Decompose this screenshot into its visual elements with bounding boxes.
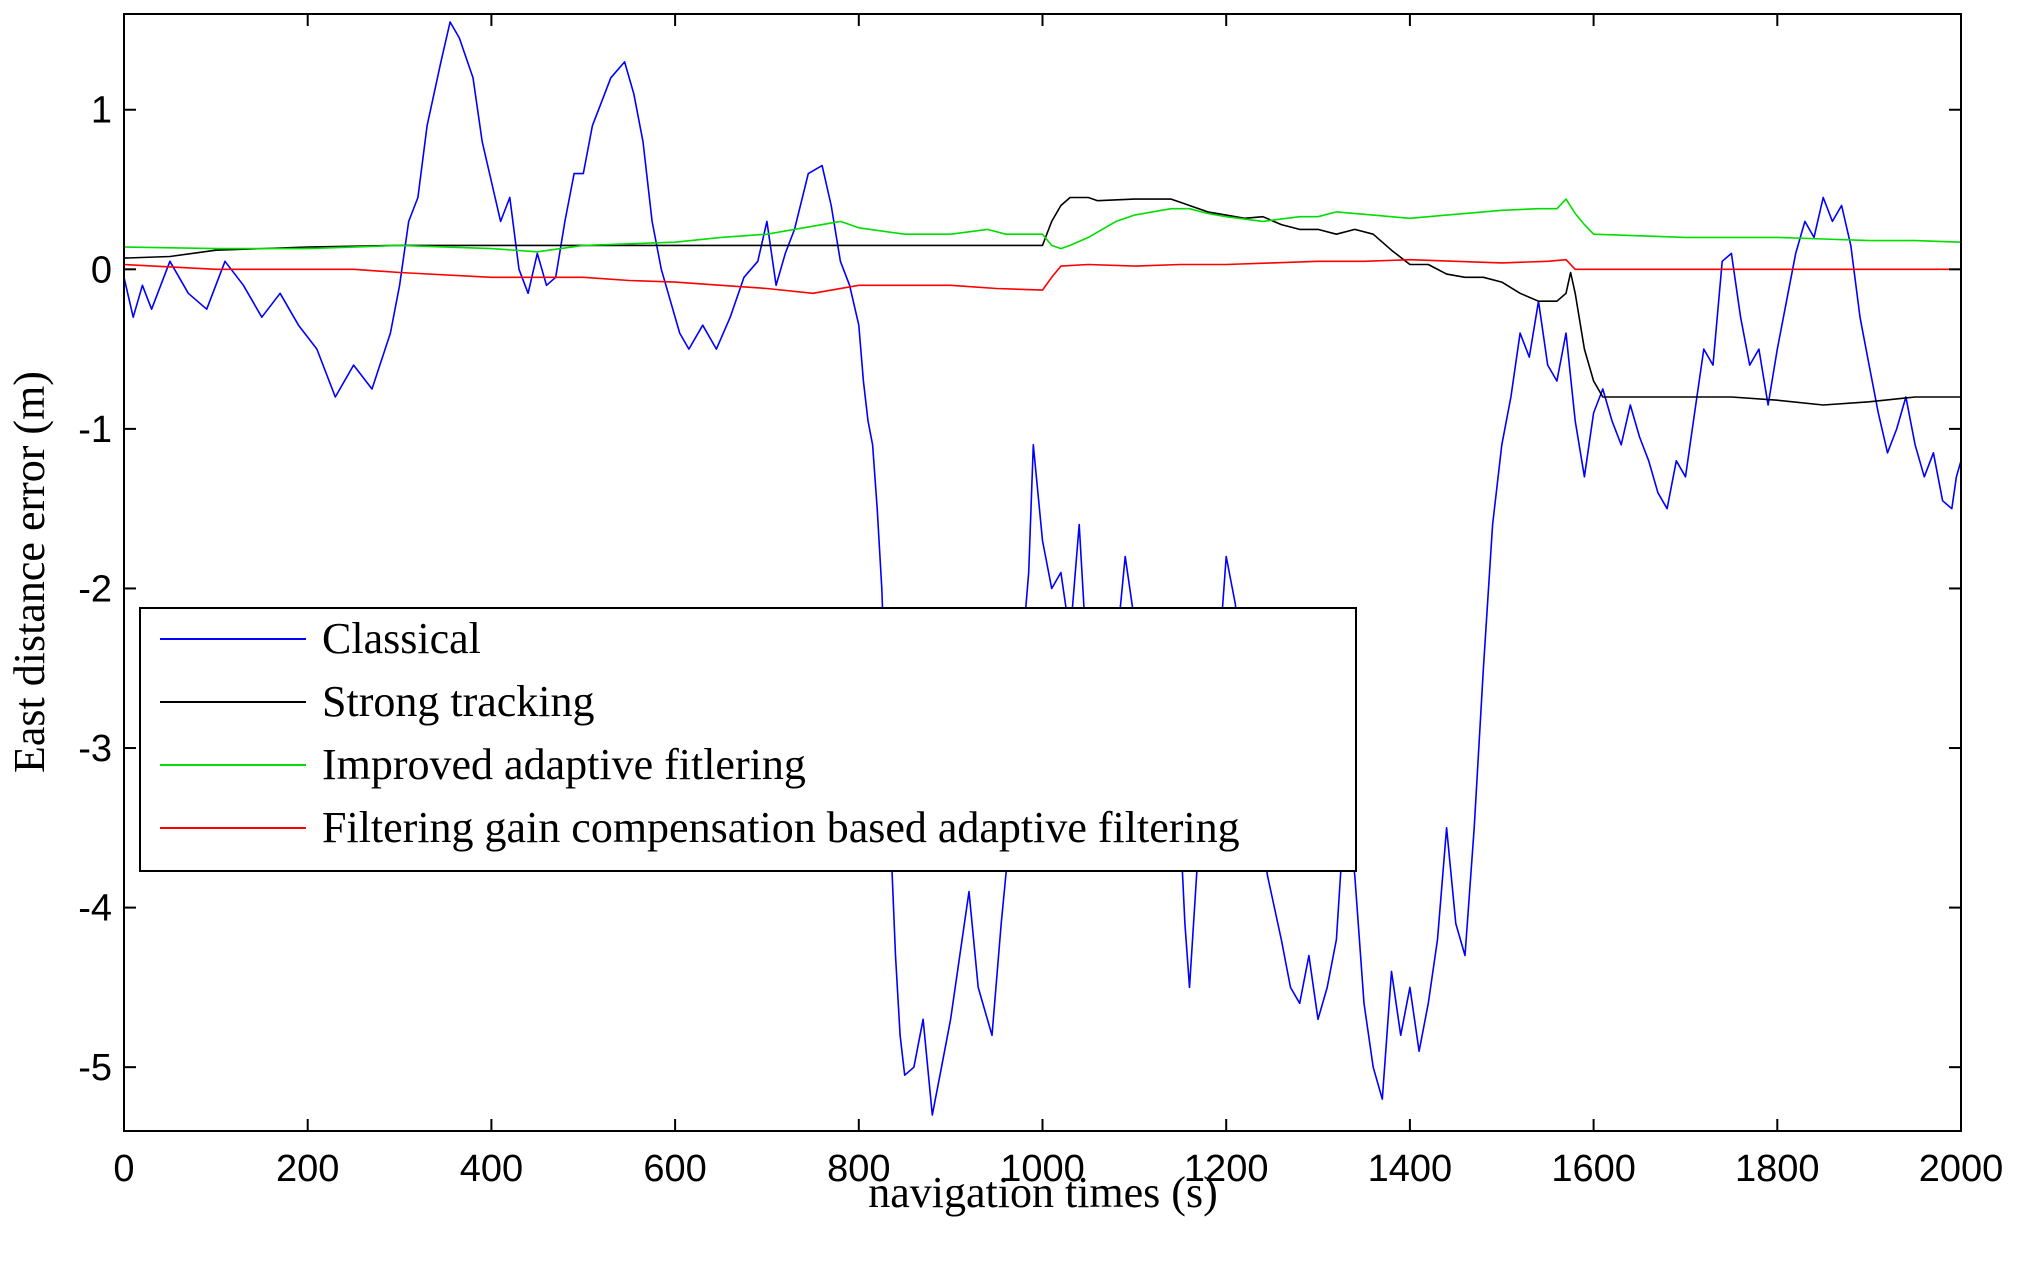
- y-tick-label: -1: [78, 409, 112, 451]
- x-tick-label: 1200: [1184, 1148, 1269, 1190]
- series-layer: [123, 21, 1962, 1116]
- y-tick-label: 0: [91, 249, 112, 291]
- x-tick-label: 1600: [1551, 1148, 1636, 1190]
- legend-items: Classical Strong tracking Improved adaptiv…: [160, 614, 1240, 852]
- x-tick-label: 2000: [1919, 1148, 2004, 1190]
- y-tick-label: -2: [78, 568, 112, 610]
- series-line-strong-tracking: [123, 196, 1961, 406]
- y-axis: 1 0 -1 -2 -3 -4 -5: [78, 90, 1961, 1089]
- y-tick-label: 1: [91, 90, 112, 132]
- y-tick-label: -3: [78, 728, 112, 770]
- x-tick-label: 800: [827, 1148, 890, 1190]
- series-line-filtering-gain-compensation-based-adaptive-filtering: [123, 258, 1961, 295]
- series-line-improved-adaptive-fitlering: [123, 198, 1962, 253]
- x-tick-label: 600: [643, 1148, 706, 1190]
- legend-label-improved-adaptive-fitlering: Improved adaptive fitlering: [322, 740, 806, 789]
- x-axis: 0 200 400 600 800 1000 1200 1400 1600 1800 2000: [113, 14, 2003, 1190]
- plot-area: [124, 14, 1961, 1131]
- y-tick-label: -5: [78, 1047, 112, 1089]
- x-axis-title: navigation times (s): [868, 1168, 1218, 1217]
- legend: Classical Strong tracking Improved adaptiv…: [139, 607, 1357, 872]
- legend-label-classical: Classical: [322, 614, 481, 663]
- legend-box: [139, 607, 1357, 872]
- legend-label-filtering-gain-compensation-based-adaptive-filtering: Filtering gain compensation based adapti…: [322, 803, 1240, 852]
- x-tick-label: 200: [276, 1148, 339, 1190]
- series-line-classical: [123, 21, 1962, 1116]
- x-tick-label: 1800: [1735, 1148, 1820, 1190]
- x-tick-label: 1000: [1000, 1148, 1085, 1190]
- x-tick-label: 1400: [1368, 1148, 1453, 1190]
- legend-label-strong-tracking: Strong tracking: [322, 677, 595, 726]
- x-tick-label: 0: [113, 1148, 134, 1190]
- x-tick-label: 400: [460, 1148, 523, 1190]
- y-tick-label: -4: [78, 888, 112, 930]
- y-axis-title: East distance error (m): [5, 371, 54, 773]
